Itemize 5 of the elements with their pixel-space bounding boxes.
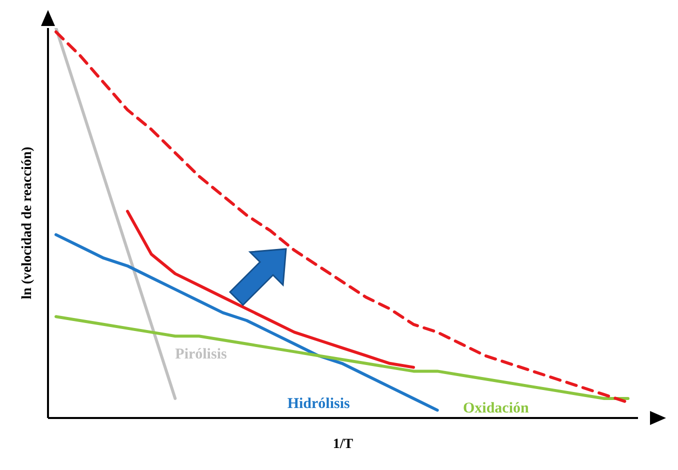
series-label: Hidrólisis (287, 396, 350, 412)
y-axis-title: ln (velocidad de reacción) (20, 146, 35, 300)
x-axis-title: 1/T (332, 437, 354, 452)
series-label: Pirólisis (175, 346, 227, 362)
series-label: Oxidación (463, 400, 530, 416)
